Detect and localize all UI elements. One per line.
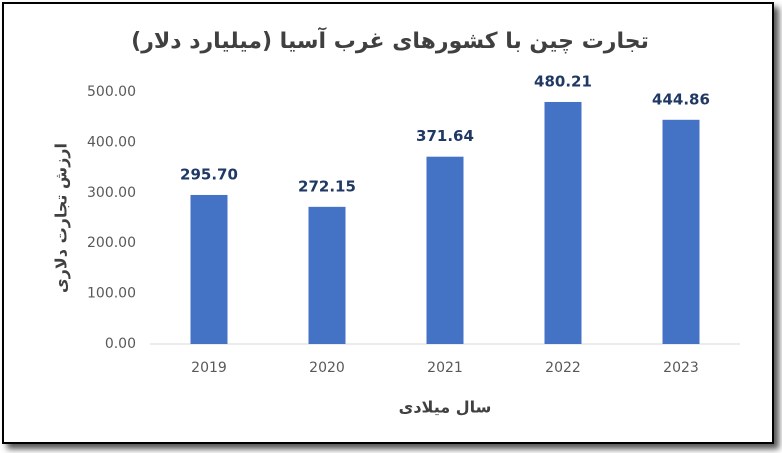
x-axis-label: سال میلادی: [399, 398, 492, 417]
chart-title: تجارت چین با کشورهای غرب آسیا (میلیارد د…: [131, 26, 649, 54]
bar: [544, 101, 582, 345]
y-tick-label: 100.00: [87, 286, 136, 302]
bar: [662, 119, 700, 344]
value-label: 480.21: [534, 72, 592, 90]
x-tick-label: 2023: [663, 360, 699, 376]
value-label: 272.15: [298, 177, 356, 195]
y-axis-label: ارزش تجارت دلاری: [52, 143, 71, 293]
bar: [308, 206, 346, 344]
y-tick-label: 400.00: [87, 134, 136, 150]
bar: [190, 194, 228, 344]
y-tick-label: 300.00: [87, 185, 136, 201]
y-tick-label: 200.00: [87, 235, 136, 251]
x-tick-label: 2021: [427, 360, 463, 376]
value-label: 371.64: [416, 127, 474, 145]
value-label: 295.70: [180, 165, 238, 183]
x-tick-label: 2020: [309, 360, 345, 376]
x-tick-label: 2019: [191, 360, 227, 376]
chart-frame: [2, 2, 774, 444]
x-tick-label: 2022: [545, 360, 581, 376]
value-label: 444.86: [652, 90, 710, 108]
y-tick-label: 0.00: [105, 336, 136, 352]
y-tick-label: 500.00: [87, 84, 136, 100]
bar: [426, 156, 464, 344]
